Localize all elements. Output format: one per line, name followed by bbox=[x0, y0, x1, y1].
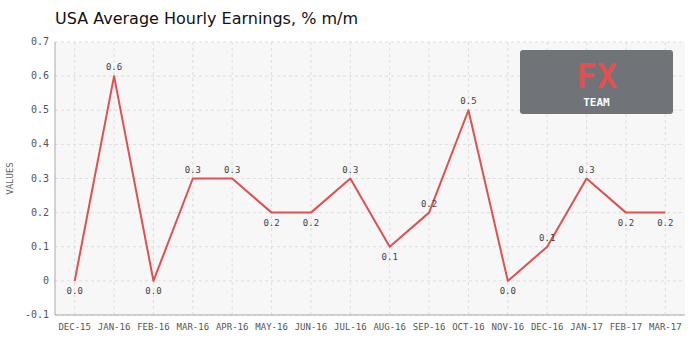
x-tick-label: FEB-16 bbox=[137, 322, 170, 332]
y-tick-label: 0.7 bbox=[31, 36, 49, 47]
watermark-box bbox=[520, 50, 673, 114]
data-label: 0.3 bbox=[185, 165, 201, 175]
y-tick-label: -0.1 bbox=[25, 309, 49, 320]
grid-line bbox=[429, 42, 430, 315]
x-tick-label: JUL-16 bbox=[334, 322, 367, 332]
data-label: 0.2 bbox=[421, 199, 437, 209]
data-label: 0.3 bbox=[342, 165, 358, 175]
data-label: 0.2 bbox=[303, 218, 319, 228]
x-axis bbox=[55, 315, 685, 316]
chart: -0.1 0 0.1 0.2 0.3 0.4 0.5 0.6 0.7 DEC-15 JAN-16 FE… bbox=[0, 0, 700, 350]
y-tick-label: 0.3 bbox=[31, 173, 49, 184]
y-tick-label: 0.4 bbox=[31, 138, 49, 149]
data-label: 0.3 bbox=[224, 165, 240, 175]
data-label: 0.0 bbox=[145, 286, 161, 296]
annotation: TEAM bbox=[583, 96, 610, 109]
x-tick-label: JAN-16 bbox=[98, 322, 131, 332]
x-tick-label: OCT-16 bbox=[452, 322, 485, 332]
grid-line bbox=[55, 42, 685, 43]
x-tick-label: MAR-16 bbox=[177, 322, 210, 332]
x-tick-label: APR-16 bbox=[216, 322, 249, 332]
data-label: 0.5 bbox=[460, 96, 476, 106]
grid-line bbox=[55, 178, 685, 179]
grid-line bbox=[55, 315, 685, 316]
annotation: FX bbox=[576, 56, 617, 96]
y-axis-label: VALUES bbox=[5, 162, 15, 195]
x-tick-label: MAY-16 bbox=[255, 322, 288, 332]
data-label: 0.1 bbox=[382, 252, 398, 262]
x-tick-label: DEC-16 bbox=[531, 322, 564, 332]
x-tick-label: JUN-16 bbox=[295, 322, 328, 332]
y-tick-label: 0.5 bbox=[31, 104, 49, 115]
grid-line bbox=[310, 42, 311, 315]
y-axis bbox=[55, 42, 56, 315]
plot-area bbox=[55, 42, 685, 315]
data-label: 0.3 bbox=[578, 165, 594, 175]
grid-line bbox=[507, 42, 508, 315]
x-tick-label: SEP-16 bbox=[413, 322, 446, 332]
data-label: 0.0 bbox=[67, 286, 83, 296]
y-tick-label: 0.2 bbox=[31, 207, 49, 218]
title: USA Average Hourly Earnings, % m/m bbox=[55, 9, 358, 28]
x-tick-label: JAN-17 bbox=[570, 322, 603, 332]
y-tick-label: 0.1 bbox=[31, 241, 49, 252]
grid-line bbox=[389, 42, 390, 315]
grid-line bbox=[55, 246, 685, 247]
grid-line bbox=[55, 144, 685, 145]
x-tick-label: AUG-16 bbox=[373, 322, 406, 332]
x-tick-label: DEC-15 bbox=[58, 322, 91, 332]
grid-line bbox=[55, 280, 685, 281]
data-label: 0.2 bbox=[263, 218, 279, 228]
grid-line bbox=[271, 42, 272, 315]
data-label: 0.2 bbox=[618, 218, 634, 228]
y-tick-label: 0 bbox=[43, 275, 49, 286]
data-label: 0.6 bbox=[106, 62, 122, 72]
x-tick-label: NOV-16 bbox=[492, 322, 525, 332]
data-label: 0.1 bbox=[539, 233, 555, 243]
data-label: 0.2 bbox=[657, 218, 673, 228]
x-tick-label: MAR-17 bbox=[649, 322, 682, 332]
y-tick-label: 0.6 bbox=[31, 70, 49, 81]
grid-line bbox=[468, 42, 469, 315]
data-label: 0.0 bbox=[500, 286, 516, 296]
x-tick-label: FEB-17 bbox=[610, 322, 643, 332]
